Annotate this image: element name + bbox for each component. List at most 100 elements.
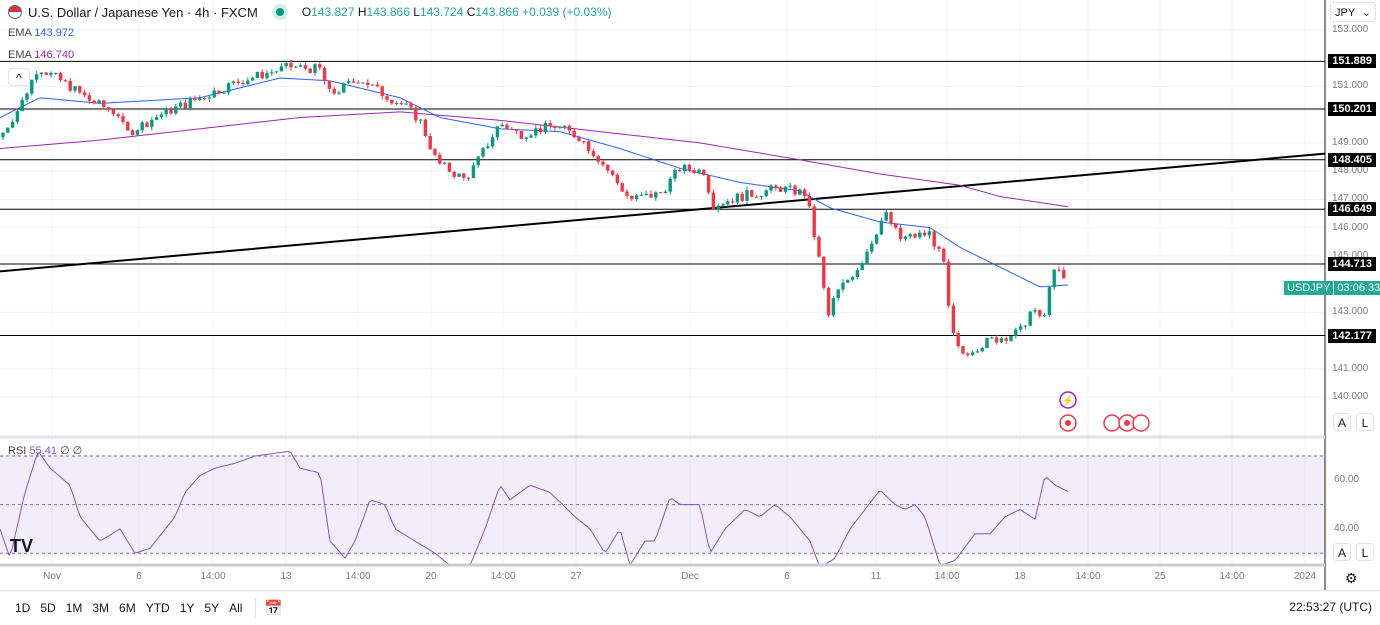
candle-body [817,236,821,257]
usdjpy-flag-icon [8,5,22,19]
candle-body [279,66,284,72]
time-tick: 14:00 [1219,571,1245,582]
utc-clock[interactable]: 22:53:27 (UTC) [1289,600,1372,614]
candle-body [788,185,792,187]
candle-body [644,193,648,195]
range-3m[interactable]: 3M [92,601,110,615]
range-1y[interactable]: 1Y [179,601,195,615]
lightning-icon[interactable] [1059,391,1077,409]
candle-body [87,95,92,101]
candle-body [1004,338,1008,341]
candle-body [879,220,884,235]
candle-body [970,352,975,355]
candle-body [870,243,874,252]
range-6m[interactable]: 6M [119,601,136,615]
candle-body [534,128,538,136]
candle-body [198,97,202,100]
tradingview-logo[interactable]: TV [10,536,33,556]
ema50-legend[interactable]: EMA 143.972 [8,27,75,39]
time-tick: 14:00 [1075,571,1101,582]
candle-body [961,346,965,354]
rsi-legend[interactable]: RSI 55.41 ∅ ∅ [8,445,83,457]
level-price-label: 144.713 [1328,256,1376,271]
candle-body [558,126,562,128]
candle-body [30,79,34,94]
time-tick: 13 [280,571,292,582]
candle-body [356,82,360,84]
candle-body [822,256,826,288]
candle-body [750,190,754,197]
candle-body [111,109,116,115]
candle-body [44,72,48,75]
candle-body [490,137,495,147]
rsi-auto-scale-button[interactable]: A [1333,543,1351,561]
time-tick: 18 [1014,571,1026,582]
log-scale-button[interactable]: L [1356,413,1374,431]
auto-scale-button[interactable]: A [1333,413,1351,431]
candle-body [106,107,111,110]
candle-body [711,192,716,210]
candle-body [1009,336,1013,341]
candle-body [980,347,984,352]
time-tick: 2024 [1293,571,1317,582]
candle-body [567,125,572,131]
us-flag-event-icon[interactable] [1132,414,1150,432]
candle-body [121,116,125,122]
candle-body [284,62,288,67]
event-icons[interactable]: ⚡ [1059,391,1150,432]
candle-body [572,130,576,138]
calendar-goto-icon[interactable]: 📅 [264,600,284,617]
candle-body [255,71,260,78]
time-tick: 6 [136,571,142,582]
candle-body [860,263,864,271]
candle-body [783,186,788,192]
candle-body [135,130,140,135]
currency-select[interactable]: JPY ⌄ [1330,2,1376,22]
candle-body [270,72,274,74]
candle-body [154,117,159,120]
collapse-legend-button[interactable]: ^ [8,68,30,86]
candle-body [975,351,980,353]
candle-body [918,232,922,238]
candle-body [130,130,135,135]
trendline[interactable] [0,152,1326,273]
candle-body [634,195,639,200]
candle-body [620,183,624,192]
candle-body [58,72,63,81]
candle-body [313,64,317,74]
time-tick: Nov [43,571,61,582]
candle-body [913,234,917,238]
candle-body [438,154,442,164]
price-chart[interactable]: ⚡ TV [0,0,1380,590]
rsi-log-scale-button[interactable]: L [1356,543,1374,561]
candle-body [361,82,365,84]
candle-body [740,193,744,201]
candle-body [207,97,212,99]
ohlc-values: O143.827 H143.866 L143.724 C143.866 +0.0… [301,5,612,19]
ema200-legend[interactable]: EMA 146.740 [8,49,75,61]
settings-gear-icon[interactable]: ⚙ [1345,570,1358,586]
candle-body [318,64,322,68]
level-price-label: 151.889 [1328,54,1376,69]
range-ytd[interactable]: YTD [145,601,170,615]
range-1m[interactable]: 1M [65,601,83,615]
candle-body [303,65,308,69]
range-5d[interactable]: 5D [40,601,56,615]
range-all[interactable]: All [229,601,243,615]
candle-body [956,333,960,347]
candle-body [241,82,245,85]
candle-body [178,102,183,107]
price-tick: 148.000 [1332,165,1369,177]
candle-body [495,126,500,138]
candle-body [250,77,255,81]
candle-body [452,171,456,177]
candle-body [15,111,20,122]
range-5y[interactable]: 5Y [204,601,220,615]
range-1d[interactable]: 1D [15,601,31,615]
symbol-title[interactable]: U.S. Dollar / Japanese Yen · 4h · FXCM [28,4,258,20]
candle-body [807,195,812,207]
us-flag-event-icon[interactable] [1103,414,1121,432]
divider [255,598,257,618]
candle-body [524,137,528,139]
candle-body [615,174,620,184]
